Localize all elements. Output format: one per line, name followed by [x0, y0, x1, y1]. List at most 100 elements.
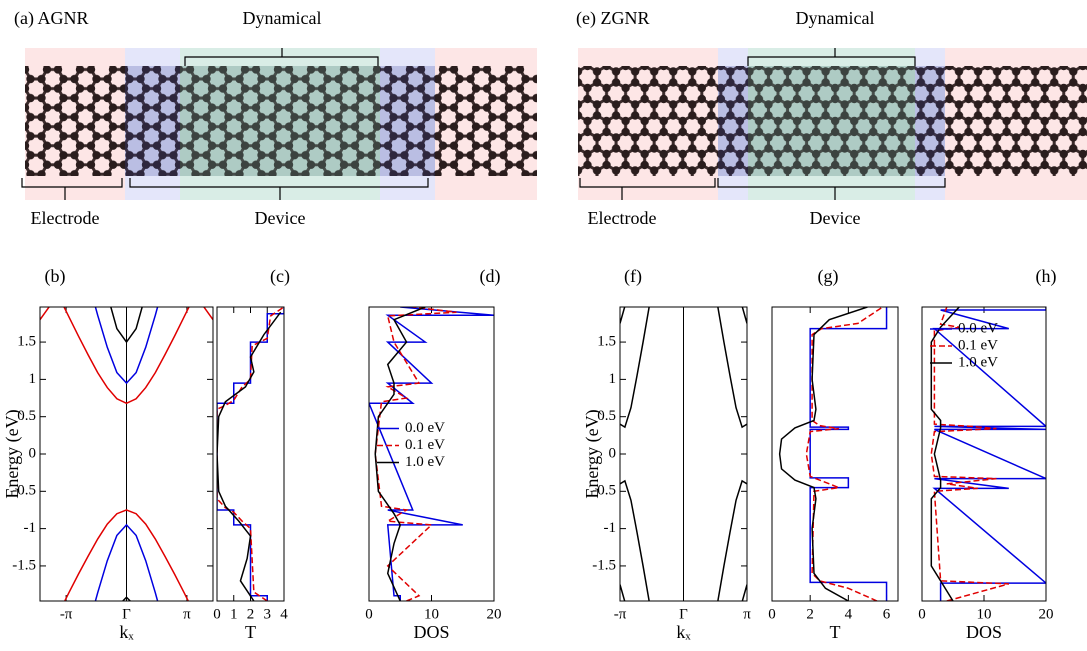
- curve: [805, 307, 884, 601]
- x-axis-label: DOS: [966, 622, 1002, 642]
- bracket: [129, 178, 429, 200]
- curve: [217, 311, 282, 601]
- x-tick-label: π: [743, 606, 751, 622]
- curve: [778, 307, 868, 601]
- plot-frame: [216, 306, 285, 602]
- x-tick-label: 20: [487, 606, 502, 622]
- x-tick-label: 2: [247, 606, 255, 622]
- x-tick-label: π: [183, 606, 191, 622]
- y-tick-label: 1: [29, 371, 37, 387]
- region-label: Device: [255, 208, 306, 228]
- curve: [930, 307, 960, 601]
- x-axis-label: T: [245, 622, 256, 642]
- ribbon-lattice: [578, 66, 1087, 176]
- x-tick-label: Γ: [122, 606, 131, 622]
- curve: [809, 307, 888, 601]
- band: [620, 307, 747, 429]
- region-label: Dynamical: [796, 8, 875, 28]
- y-tick-label: -1.5: [12, 557, 36, 573]
- legend-label: 1.0 eV: [405, 454, 445, 470]
- region-label: Dynamical: [243, 8, 322, 28]
- legend-label: 1.0 eV: [958, 354, 998, 370]
- x-tick-label: -π: [60, 606, 73, 622]
- agnr-diagram: (a) AGNR Dynamical Electrode Device: [14, 8, 537, 228]
- band: [620, 479, 747, 601]
- x-tick-label: 2: [806, 606, 814, 622]
- bracket: [717, 178, 946, 200]
- legend-label: 0.1 eV: [958, 337, 998, 353]
- y-tick-label: -1: [604, 520, 617, 536]
- y-axis-label: Energy (eV): [582, 409, 603, 498]
- plot-frame: [921, 306, 1047, 602]
- plot-frame: [39, 306, 214, 602]
- legend-label: 0.0 eV: [958, 320, 998, 336]
- region-label: Electrode: [588, 208, 657, 228]
- plot-frame: [771, 306, 899, 602]
- y-tick-label: 0.5: [17, 408, 36, 424]
- legend-label: 0.0 eV: [405, 420, 445, 436]
- y-tick-label: 0: [29, 445, 37, 461]
- y-tick-label: -0.5: [592, 483, 616, 499]
- y-tick-label: 0.5: [597, 408, 616, 424]
- device-tint: [915, 66, 945, 176]
- x-axis-label: kₓ: [676, 622, 691, 642]
- x-tick-label: 0: [918, 606, 926, 622]
- band: [620, 584, 747, 601]
- band: [94, 523, 159, 601]
- region-label: Device: [810, 208, 861, 228]
- curve: [932, 307, 1046, 601]
- bracket: [579, 178, 716, 200]
- bracket: [747, 48, 916, 66]
- x-tick-label: 20: [1039, 606, 1054, 622]
- x-tick-label: 10: [977, 606, 992, 622]
- x-tick-label: 6: [883, 606, 891, 622]
- y-axis-label: Energy (eV): [2, 409, 23, 498]
- band: [620, 307, 747, 324]
- zgnr-diagram: (e) ZGNR Dynamical Electrode Device: [576, 8, 1087, 228]
- x-tick-label: 0: [768, 606, 776, 622]
- panel-title: (c): [270, 266, 290, 287]
- y-tick-label: 0: [609, 445, 617, 461]
- plot-frame: [619, 306, 748, 602]
- x-axis-label: kₓ: [119, 622, 134, 642]
- bracket: [21, 178, 123, 200]
- panel-label: (e) ZGNR: [576, 8, 649, 29]
- band: [63, 307, 190, 405]
- x-tick-label: 0: [213, 606, 221, 622]
- region-label: Electrode: [31, 208, 100, 228]
- x-tick-label: 3: [264, 606, 272, 622]
- band: [110, 307, 143, 344]
- band: [40, 307, 213, 321]
- legend-label: 0.1 eV: [405, 437, 445, 453]
- plot-frame: [368, 306, 495, 602]
- x-tick-label: -π: [614, 606, 627, 622]
- x-axis-label: T: [830, 622, 841, 642]
- curve: [374, 307, 457, 601]
- band: [121, 596, 132, 601]
- dynamical-tint: [748, 66, 915, 176]
- panel-label: (a) AGNR: [14, 8, 89, 29]
- x-tick-label: 1: [230, 606, 238, 622]
- device-tint: [718, 66, 748, 176]
- panel-title: (g): [818, 266, 839, 287]
- x-tick-label: 4: [845, 606, 853, 622]
- panel-title: (d): [480, 266, 501, 287]
- x-tick-label: 10: [424, 606, 439, 622]
- x-tick-label: 4: [280, 606, 288, 622]
- x-tick-label: Γ: [679, 606, 688, 622]
- curve: [217, 307, 284, 601]
- band: [63, 509, 190, 601]
- ribbon-lattice: [25, 66, 537, 176]
- bracket: [184, 48, 379, 66]
- y-tick-label: -1.5: [592, 557, 616, 573]
- curve: [374, 307, 426, 601]
- device-tint: [125, 66, 180, 176]
- y-tick-label: 1.5: [597, 334, 616, 350]
- panel-title: (h): [1036, 266, 1057, 287]
- y-tick-label: -1: [24, 520, 37, 536]
- panel-title: (f): [624, 266, 642, 287]
- band: [94, 307, 159, 385]
- x-axis-label: DOS: [413, 622, 449, 642]
